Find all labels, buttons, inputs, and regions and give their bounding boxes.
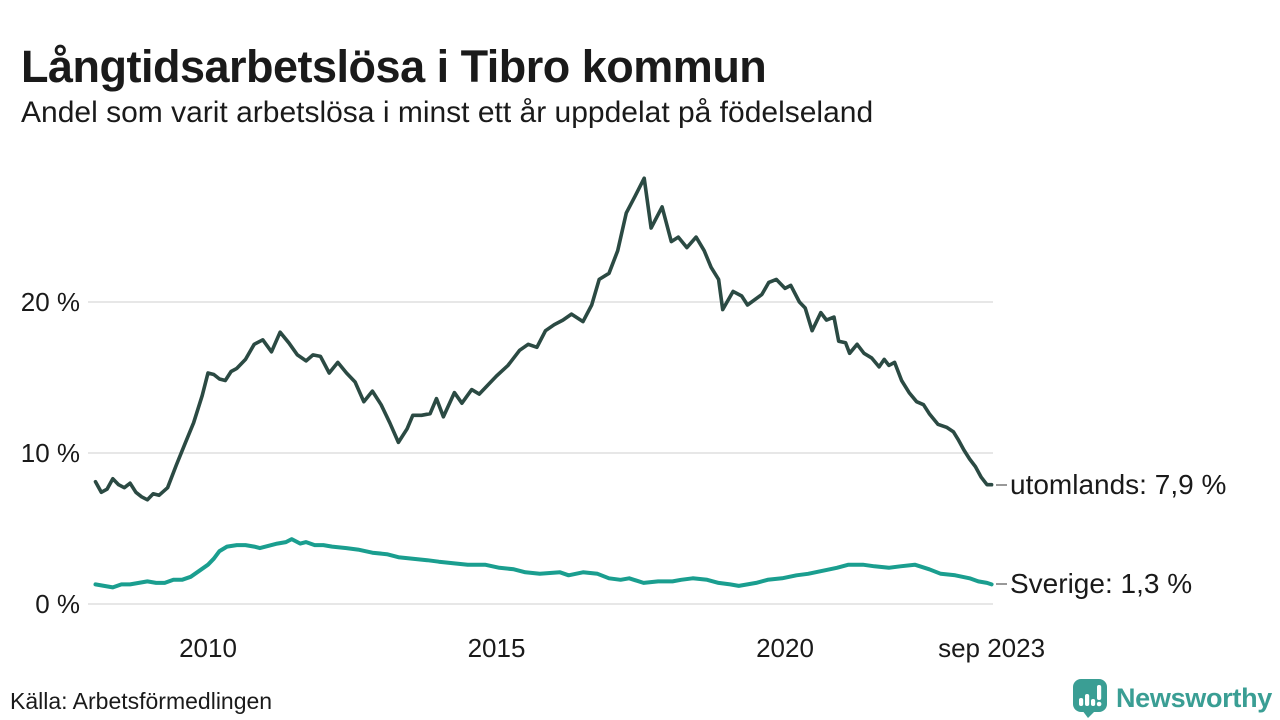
series-line-Sverige xyxy=(93,537,994,590)
y-axis-tick-10: 10 % xyxy=(20,438,80,468)
leader-dash-icon xyxy=(996,483,1007,486)
newsworthy-wordmark: Newsworthy xyxy=(1115,682,1272,713)
x-axis-tick-2010: 2010 xyxy=(179,633,237,663)
leader-dash-icon xyxy=(996,583,1007,586)
newsworthy-pin-bar-chart-icon xyxy=(1072,679,1107,718)
x-axis-tick-sep-2023: sep 2023 xyxy=(938,633,1046,663)
x-axis-tick-2020: 2020 xyxy=(756,633,814,663)
series-label-sverige-text: Sverige: 1,3 % xyxy=(1010,568,1193,600)
y-axis-tick-20: 20 % xyxy=(20,287,80,317)
newsworthy-logo: Newsworthy xyxy=(1072,678,1272,718)
source-note: Källa: Arbetsförmedlingen xyxy=(10,688,273,714)
y-axis-tick-0: 0 % xyxy=(35,589,80,619)
series-line-utomlands xyxy=(93,176,994,502)
x-axis-tick-2015: 2015 xyxy=(467,633,526,663)
chart-subtitle: Andel som varit arbetslösa i minst ett å… xyxy=(21,96,874,129)
series-label-utomlands: utomlands: 7,9 % xyxy=(996,469,1226,501)
series-label-utomlands-text: utomlands: 7,9 % xyxy=(1010,468,1227,500)
chart-title: Långtidsarbetslösa i Tibro kommun xyxy=(21,41,767,93)
series-label-sverige: Sverige: 1,3 % xyxy=(996,568,1192,600)
